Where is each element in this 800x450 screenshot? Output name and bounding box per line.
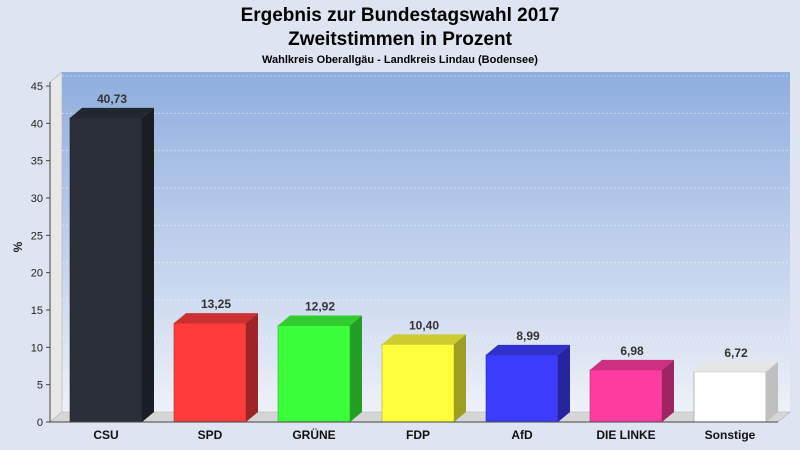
bar-front [589, 369, 663, 423]
bar-value-label: 6,72 [724, 346, 748, 360]
y-tick-label: 40 [31, 118, 43, 130]
y-axis-label: % [11, 241, 25, 252]
bar-value-label: 13,25 [201, 297, 231, 311]
bar-value-label: 8,99 [516, 329, 540, 343]
bar-side [662, 359, 674, 422]
x-tick-label: GRÜNE [292, 427, 335, 442]
bar-front [693, 371, 767, 423]
bar-top [70, 107, 154, 118]
bar-value-label: 10,40 [409, 318, 439, 332]
bar-side [142, 107, 154, 423]
y-tick-label: 0 [37, 417, 43, 429]
x-tick-label: AfD [511, 428, 533, 442]
bar-front [381, 344, 455, 423]
bar-csu [69, 107, 154, 423]
bar-side [558, 344, 570, 422]
bar-top [694, 361, 778, 372]
bar-front [69, 117, 143, 423]
bar-top [590, 359, 674, 370]
bar-front [173, 322, 247, 423]
y-tick-label: 5 [37, 380, 43, 392]
bar-side [350, 315, 362, 422]
bar-side [454, 334, 466, 422]
chart-title-block: Ergebnis zur Bundestagswahl 2017 Zweitst… [0, 4, 800, 68]
y-tick-label: 15 [31, 305, 43, 317]
bar-value-label: 40,73 [97, 92, 127, 106]
bar-grüne [277, 315, 362, 423]
x-tick-label: Sonstige [705, 428, 756, 442]
x-tick-label: SPD [198, 428, 223, 442]
y-tick-label: 20 [31, 268, 43, 280]
y-tick-label: 10 [31, 342, 43, 354]
x-tick-label: DIE LINKE [596, 428, 655, 442]
bar-spd [173, 313, 258, 423]
bar-front [485, 354, 559, 423]
bar-die-linke [589, 359, 674, 423]
plot-left-wall [49, 71, 63, 423]
chart-region: Wahlkreis Oberallgäu - Landkreis Lindau … [262, 54, 538, 66]
x-tick-label: CSU [93, 428, 118, 442]
bar-value-label: 12,92 [305, 300, 335, 314]
bar-side [766, 361, 778, 422]
bar-sonstige [693, 361, 778, 423]
y-tick-label: 35 [31, 156, 43, 168]
bar-top [174, 313, 258, 324]
y-tick-label: 45 [31, 81, 43, 93]
chart-title: Ergebnis zur Bundestagswahl 2017 [240, 5, 560, 26]
bar-value-label: 6,98 [620, 344, 644, 358]
x-tick-label: FDP [406, 428, 430, 442]
bar-top [486, 344, 570, 355]
y-tick-label: 25 [31, 230, 43, 242]
y-tick-label: 30 [31, 193, 43, 205]
bar-front [277, 325, 351, 423]
bar-side [246, 313, 258, 422]
bar-fdp [381, 334, 466, 423]
bar-top [278, 315, 362, 326]
bar-afd [485, 344, 570, 423]
chart-subtitle: Zweitstimmen in Prozent [288, 29, 512, 50]
bar-top [382, 334, 466, 345]
